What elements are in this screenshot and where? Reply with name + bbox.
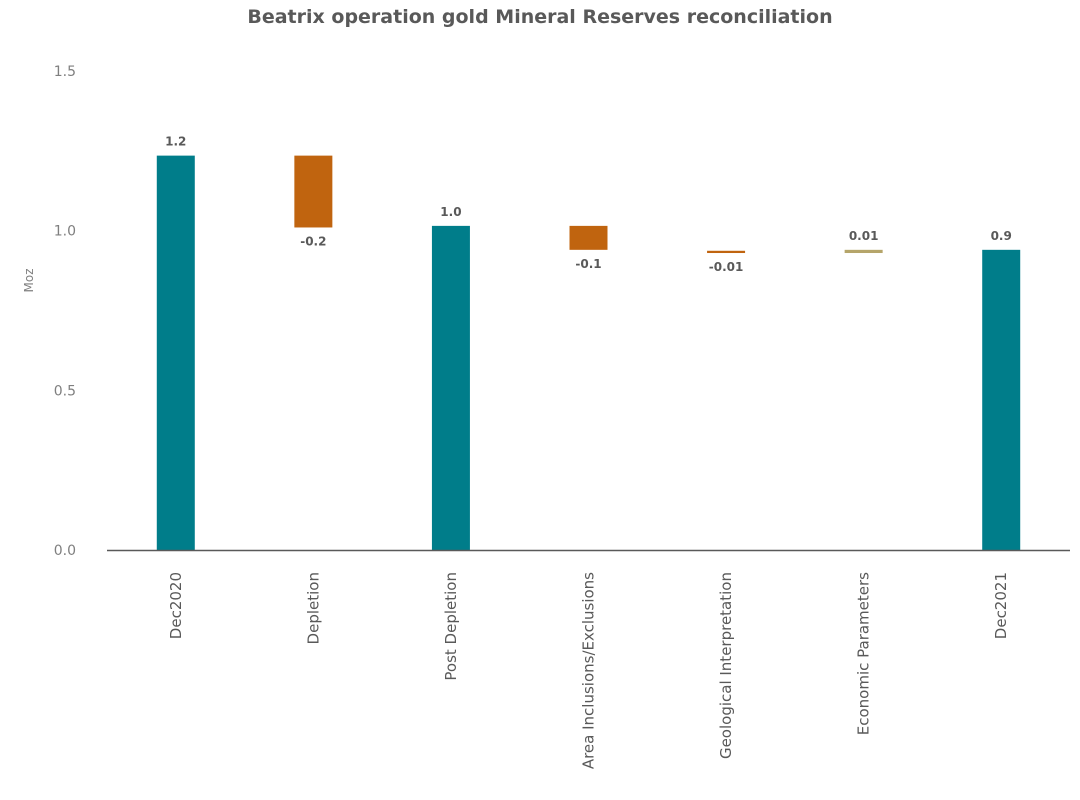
- data-label: -0.2: [300, 234, 326, 248]
- category-label: Post Depletion: [442, 572, 460, 681]
- y-tick-label: 0.0: [54, 543, 76, 559]
- data-label: 1.2: [165, 135, 186, 149]
- category-label: Geological Interpretation: [717, 572, 735, 759]
- bar-increase: [844, 249, 883, 254]
- data-label: 0.9: [991, 229, 1012, 243]
- y-tick-label: 1.0: [54, 224, 76, 240]
- bar-total: [156, 155, 195, 550]
- data-label: -0.1: [575, 257, 601, 271]
- data-label: 0.01: [849, 229, 879, 243]
- chart-title: Beatrix operation gold Mineral Reserves …: [247, 6, 833, 28]
- data-label: -0.01: [709, 260, 744, 274]
- y-tick-label: 1.5: [54, 64, 76, 80]
- bar-decrease: [707, 250, 746, 254]
- category-label: Dec2020: [167, 572, 185, 639]
- data-label: 1.0: [440, 205, 461, 219]
- y-axis-title: Moz: [22, 269, 36, 293]
- y-tick-label: 0.5: [54, 383, 76, 399]
- category-label: Economic Parameters: [855, 572, 873, 735]
- category-label: Area Inclusions/Exclusions: [580, 572, 598, 769]
- category-label: Depletion: [304, 572, 322, 644]
- bar-total: [431, 225, 470, 551]
- category-label: Dec2021: [992, 572, 1010, 639]
- bar-decrease: [294, 155, 333, 228]
- bar-decrease: [569, 225, 608, 250]
- bar-total: [982, 249, 1021, 550]
